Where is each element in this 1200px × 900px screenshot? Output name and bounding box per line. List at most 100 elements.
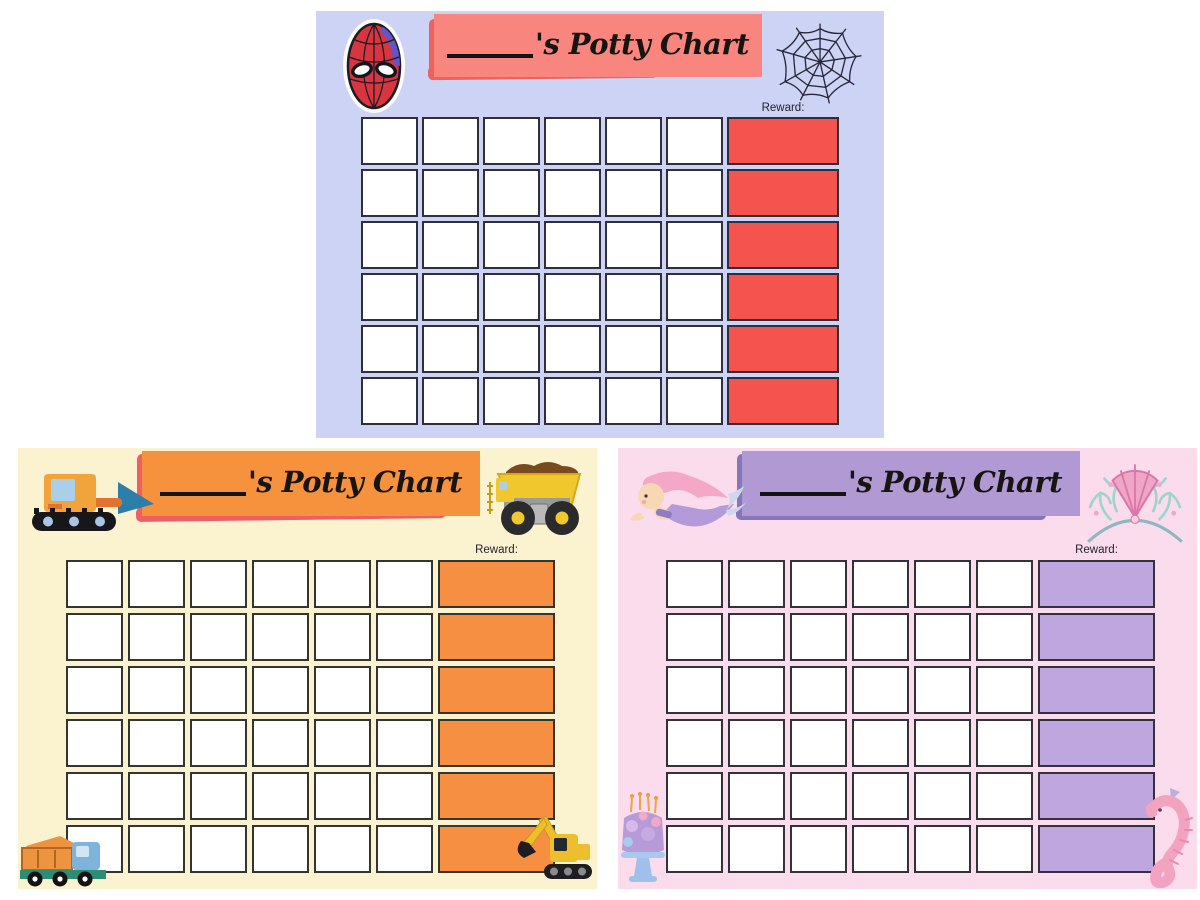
reward-cell[interactable] xyxy=(1038,772,1155,820)
grid-cell[interactable] xyxy=(544,221,601,269)
grid-cell[interactable] xyxy=(666,221,723,269)
grid-cell[interactable] xyxy=(314,772,371,820)
reward-cell[interactable] xyxy=(1038,825,1155,873)
grid-cell[interactable] xyxy=(852,825,909,873)
grid-cell[interactable] xyxy=(190,772,247,820)
grid-cell[interactable] xyxy=(422,221,479,269)
reward-cell[interactable] xyxy=(1038,719,1155,767)
grid-cell[interactable] xyxy=(728,719,785,767)
grid-cell[interactable] xyxy=(728,772,785,820)
grid-cell[interactable] xyxy=(544,117,601,165)
grid-cell[interactable] xyxy=(128,825,185,873)
grid-cell[interactable] xyxy=(190,825,247,873)
grid-cell[interactable] xyxy=(422,117,479,165)
reward-cell[interactable] xyxy=(727,377,839,425)
grid-cell[interactable] xyxy=(422,169,479,217)
grid-cell[interactable] xyxy=(190,613,247,661)
grid-cell[interactable] xyxy=(483,221,540,269)
reward-cell[interactable] xyxy=(438,613,555,661)
grid-cell[interactable] xyxy=(361,169,418,217)
grid-cell[interactable] xyxy=(790,719,847,767)
reward-cell[interactable] xyxy=(1038,560,1155,608)
grid-cell[interactable] xyxy=(544,325,601,373)
grid-cell[interactable] xyxy=(66,560,123,608)
grid-cell[interactable] xyxy=(66,666,123,714)
grid-cell[interactable] xyxy=(666,719,723,767)
reward-cell[interactable] xyxy=(1038,666,1155,714)
grid-cell[interactable] xyxy=(483,377,540,425)
grid-cell[interactable] xyxy=(361,117,418,165)
grid-cell[interactable] xyxy=(128,666,185,714)
grid-cell[interactable] xyxy=(666,613,723,661)
grid-cell[interactable] xyxy=(666,772,723,820)
grid-cell[interactable] xyxy=(252,666,309,714)
grid-cell[interactable] xyxy=(314,560,371,608)
grid-cell[interactable] xyxy=(422,325,479,373)
reward-cell[interactable] xyxy=(438,666,555,714)
grid-cell[interactable] xyxy=(190,560,247,608)
grid-cell[interactable] xyxy=(128,719,185,767)
grid-cell[interactable] xyxy=(790,613,847,661)
grid-cell[interactable] xyxy=(128,613,185,661)
grid-cell[interactable] xyxy=(483,325,540,373)
grid-cell[interactable] xyxy=(790,560,847,608)
grid-cell[interactable] xyxy=(914,560,971,608)
reward-cell[interactable] xyxy=(727,221,839,269)
grid-cell[interactable] xyxy=(728,613,785,661)
grid-cell[interactable] xyxy=(376,719,433,767)
grid-cell[interactable] xyxy=(790,666,847,714)
grid-cell[interactable] xyxy=(314,666,371,714)
grid-cell[interactable] xyxy=(976,719,1033,767)
grid-cell[interactable] xyxy=(422,273,479,321)
grid-cell[interactable] xyxy=(605,117,662,165)
grid-cell[interactable] xyxy=(666,666,723,714)
grid-cell[interactable] xyxy=(976,825,1033,873)
grid-cell[interactable] xyxy=(852,560,909,608)
grid-cell[interactable] xyxy=(361,325,418,373)
grid-cell[interactable] xyxy=(483,117,540,165)
grid-cell[interactable] xyxy=(914,772,971,820)
grid-cell[interactable] xyxy=(66,719,123,767)
grid-cell[interactable] xyxy=(376,772,433,820)
grid-cell[interactable] xyxy=(128,772,185,820)
reward-cell[interactable] xyxy=(438,772,555,820)
grid-cell[interactable] xyxy=(66,613,123,661)
grid-cell[interactable] xyxy=(314,825,371,873)
grid-cell[interactable] xyxy=(314,613,371,661)
grid-cell[interactable] xyxy=(666,273,723,321)
grid-cell[interactable] xyxy=(252,719,309,767)
grid-cell[interactable] xyxy=(361,377,418,425)
grid-cell[interactable] xyxy=(790,772,847,820)
grid-cell[interactable] xyxy=(852,772,909,820)
grid-cell[interactable] xyxy=(728,560,785,608)
reward-cell[interactable] xyxy=(438,560,555,608)
grid-cell[interactable] xyxy=(728,825,785,873)
grid-cell[interactable] xyxy=(605,273,662,321)
grid-cell[interactable] xyxy=(252,825,309,873)
name-blank-line[interactable] xyxy=(759,472,846,496)
grid-cell[interactable] xyxy=(252,560,309,608)
grid-cell[interactable] xyxy=(914,825,971,873)
grid-cell[interactable] xyxy=(666,560,723,608)
grid-cell[interactable] xyxy=(976,772,1033,820)
grid-cell[interactable] xyxy=(666,169,723,217)
reward-cell[interactable] xyxy=(1038,613,1155,661)
grid-cell[interactable] xyxy=(376,613,433,661)
name-blank-line[interactable] xyxy=(159,472,246,496)
grid-cell[interactable] xyxy=(361,273,418,321)
grid-cell[interactable] xyxy=(790,825,847,873)
grid-cell[interactable] xyxy=(66,772,123,820)
grid-cell[interactable] xyxy=(190,666,247,714)
grid-cell[interactable] xyxy=(976,560,1033,608)
grid-cell[interactable] xyxy=(914,613,971,661)
grid-cell[interactable] xyxy=(852,719,909,767)
grid-cell[interactable] xyxy=(666,325,723,373)
reward-cell[interactable] xyxy=(727,117,839,165)
name-blank-line[interactable] xyxy=(446,34,533,58)
grid-cell[interactable] xyxy=(544,377,601,425)
grid-cell[interactable] xyxy=(976,666,1033,714)
reward-cell[interactable] xyxy=(727,169,839,217)
grid-cell[interactable] xyxy=(976,613,1033,661)
grid-cell[interactable] xyxy=(605,325,662,373)
grid-cell[interactable] xyxy=(314,719,371,767)
